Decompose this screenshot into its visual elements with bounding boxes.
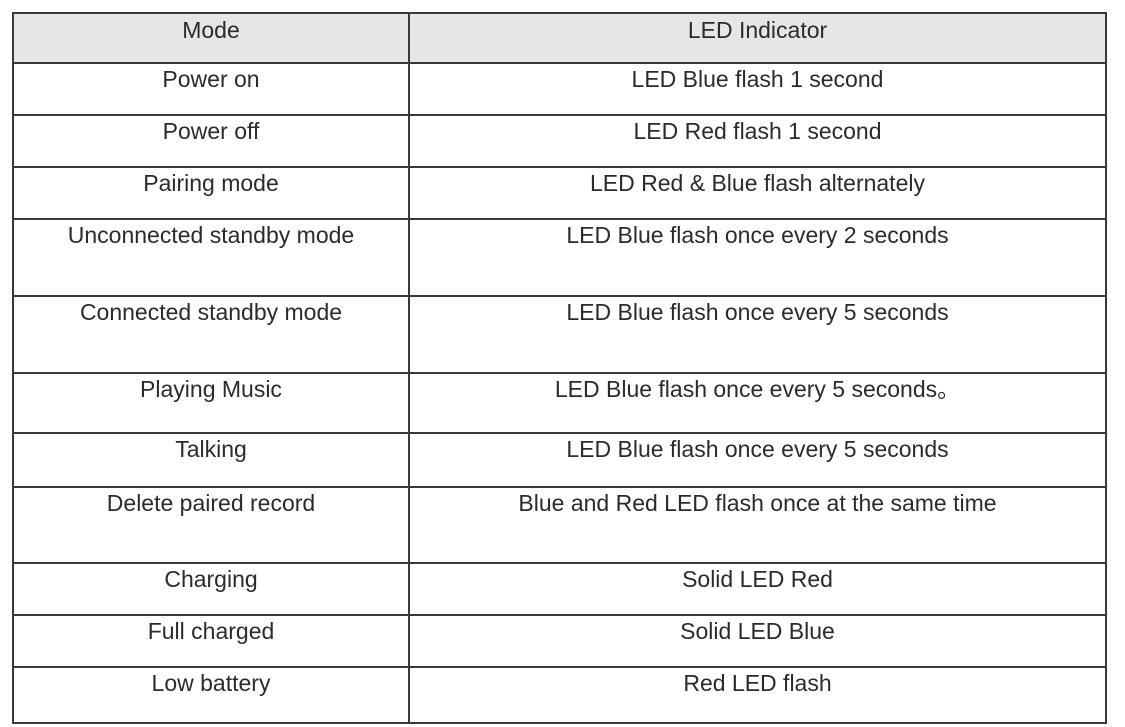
mode-cell: Power off — [12, 114, 410, 168]
led-cell: LED Red flash 1 second — [408, 114, 1107, 168]
header-mode: Mode — [12, 12, 410, 64]
table-header-row: Mode LED Indicator — [12, 12, 1107, 64]
table-row: Delete paired record Blue and Red LED fl… — [12, 486, 1107, 564]
led-cell: Solid LED Red — [408, 562, 1107, 616]
mode-cell: Power on — [12, 62, 410, 116]
led-cell: LED Blue flash 1 second — [408, 62, 1107, 116]
led-cell: Solid LED Blue — [408, 614, 1107, 668]
led-cell: LED Blue flash once every 5 seconds。 — [408, 372, 1107, 434]
table-row: Talking LED Blue flash once every 5 seco… — [12, 432, 1107, 488]
table-row: Pairing mode LED Red & Blue flash altern… — [12, 166, 1107, 220]
table-row: Power off LED Red flash 1 second — [12, 114, 1107, 168]
table-row: Unconnected standby mode LED Blue flash … — [12, 218, 1107, 297]
header-led-indicator: LED Indicator — [408, 12, 1107, 64]
led-cell: Blue and Red LED flash once at the same … — [408, 486, 1107, 564]
table-row: Power on LED Blue flash 1 second — [12, 62, 1107, 116]
mode-cell: Connected standby mode — [12, 295, 410, 374]
mode-cell: Unconnected standby mode — [12, 218, 410, 297]
mode-cell: Charging — [12, 562, 410, 616]
led-cell: LED Blue flash once every 5 seconds — [408, 432, 1107, 488]
led-cell: LED Blue flash once every 2 seconds — [408, 218, 1107, 297]
table-row: Playing Music LED Blue flash once every … — [12, 372, 1107, 434]
mode-cell: Delete paired record — [12, 486, 410, 564]
mode-cell: Playing Music — [12, 372, 410, 434]
table-row: Low battery Red LED flash — [12, 666, 1107, 724]
mode-cell: Pairing mode — [12, 166, 410, 220]
table-row: Connected standby mode LED Blue flash on… — [12, 295, 1107, 374]
led-indicator-table: Mode LED Indicator Power on LED Blue fla… — [12, 12, 1107, 724]
mode-cell: Talking — [12, 432, 410, 488]
led-cell: Red LED flash — [408, 666, 1107, 724]
led-cell: LED Red & Blue flash alternately — [408, 166, 1107, 220]
mode-cell: Full charged — [12, 614, 410, 668]
table-row: Full charged Solid LED Blue — [12, 614, 1107, 668]
table-row: Charging Solid LED Red — [12, 562, 1107, 616]
mode-cell: Low battery — [12, 666, 410, 724]
led-cell: LED Blue flash once every 5 seconds — [408, 295, 1107, 374]
